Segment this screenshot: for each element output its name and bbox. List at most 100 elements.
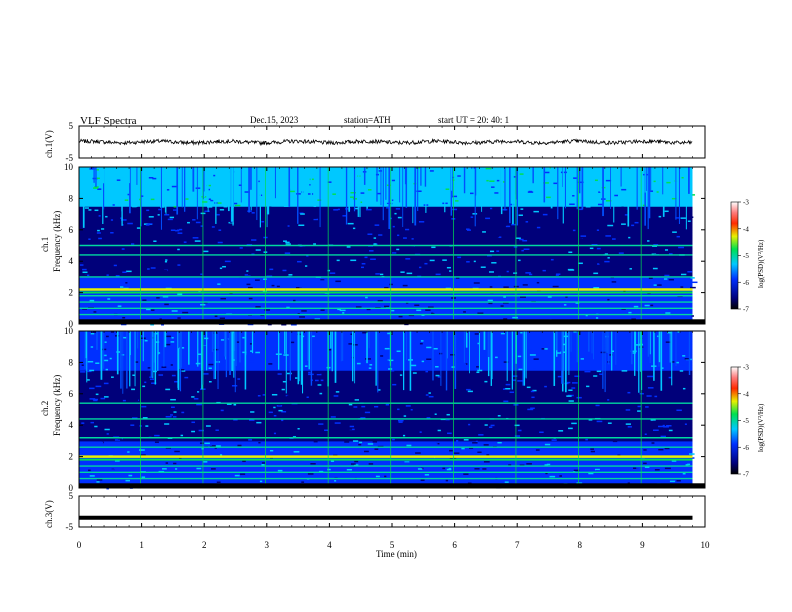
ch2-spec-speck-244 bbox=[607, 399, 610, 401]
ch2-spec-speck-259 bbox=[514, 435, 521, 437]
ch2-spec-speck-297 bbox=[533, 368, 536, 371]
ch2-spec-speck-273 bbox=[362, 344, 366, 346]
ch1-spec-speck-362 bbox=[261, 220, 265, 223]
ch1-spec-speck-475 bbox=[416, 309, 422, 312]
ch2-spec-speck-422 bbox=[249, 419, 255, 421]
ch2-spec-speck-336 bbox=[205, 425, 211, 427]
ch1-spec-speck-811 bbox=[621, 223, 626, 225]
ch2-spec-speck-799 bbox=[154, 441, 159, 444]
ch2-spec-speck-691 bbox=[456, 440, 459, 442]
ch2-spec-speck-444 bbox=[677, 449, 680, 452]
ch2-spec-speck-770 bbox=[503, 361, 509, 363]
ch2-spec-speck-504 bbox=[607, 422, 612, 424]
ch2-spec-speck-465 bbox=[447, 432, 452, 435]
ch1-spec-speck-697 bbox=[578, 238, 582, 240]
ch1-spec-speck-84 bbox=[429, 316, 435, 318]
ch1-spec-speck-61 bbox=[623, 290, 626, 293]
ch2-spec-speck-89 bbox=[599, 373, 603, 375]
ch1-spec-speck-433 bbox=[233, 202, 238, 205]
ch2-spec-speck-645 bbox=[684, 358, 690, 360]
ch2-cb-tick-label-1: -4 bbox=[743, 390, 749, 398]
ch1-spec-speck-699 bbox=[122, 271, 127, 273]
ch1-spec-speck-807 bbox=[538, 238, 544, 240]
ch2-spec-speck-75 bbox=[415, 367, 420, 369]
ch1-spec-speck-108 bbox=[219, 267, 223, 270]
ch2-spec-speck-182 bbox=[518, 368, 524, 371]
ch1-spec-speck-677 bbox=[105, 215, 108, 218]
ch1-spec-speck-187 bbox=[320, 279, 325, 281]
ch2-spec-speck-326 bbox=[666, 425, 672, 427]
ch2-spec-speck-813 bbox=[574, 375, 580, 378]
ch1-spec-speck-834 bbox=[583, 249, 586, 252]
ch1-spec-speck-428 bbox=[510, 226, 516, 228]
ch1-spec-speck-73 bbox=[138, 198, 141, 201]
ch1-spec-speck-213 bbox=[183, 209, 189, 212]
ch1-spec-speck-349 bbox=[276, 285, 280, 288]
ch1-spec-speck-177 bbox=[405, 258, 411, 260]
ch3-waveform-panel: 5-5 bbox=[66, 491, 706, 532]
ch1-spec-speck-572 bbox=[150, 323, 155, 326]
ch1-spec-speck-51 bbox=[605, 256, 608, 259]
ch1-spec-speck-857 bbox=[598, 238, 602, 240]
ch2-spec-speck-195 bbox=[178, 457, 182, 460]
ch1-spec-speck-628 bbox=[676, 235, 680, 238]
ch1-spec-speck-138 bbox=[252, 191, 255, 193]
ch1-spec-speck-842 bbox=[550, 251, 553, 253]
ch2-spec-speck-416 bbox=[173, 462, 177, 465]
ch1-spec-speck-753 bbox=[335, 280, 341, 283]
ch2-spec-speck-267 bbox=[358, 443, 362, 446]
ch1-spec-speck-130 bbox=[560, 318, 564, 320]
ch1-spec-speck-348 bbox=[512, 270, 517, 273]
ch2-spec-speck-735 bbox=[313, 440, 318, 443]
ch2-colorbar: -3-4-5-6-7 bbox=[730, 364, 749, 479]
ch1-spec-speck-629 bbox=[411, 238, 414, 240]
ch1-spec-speck-78 bbox=[345, 208, 351, 210]
ch2-spec-speck-865 bbox=[478, 434, 484, 436]
ch1-spec-speck-533 bbox=[621, 188, 627, 191]
ch1-spec-speck-36 bbox=[121, 248, 125, 250]
ch1-spec-speck-694 bbox=[442, 259, 447, 261]
ch2-spec-speck-131 bbox=[94, 425, 98, 428]
ch2-spec-speck-98 bbox=[446, 413, 450, 416]
ch1-spec-speck-285 bbox=[314, 257, 317, 260]
ch2-spec-speck-755 bbox=[544, 385, 547, 388]
ch1-spec-speck-875 bbox=[385, 203, 391, 206]
ch1-spec-speck-786 bbox=[267, 323, 272, 326]
ch2-spec-speck-358 bbox=[676, 409, 682, 412]
ch1-spec-speck-59 bbox=[288, 274, 293, 276]
ch1-spec-speck-430 bbox=[314, 318, 321, 320]
x-tick-label-2: 2 bbox=[202, 540, 207, 550]
ch1-spec-speck-620 bbox=[603, 212, 609, 214]
ch1-spec-speck-104 bbox=[506, 276, 512, 279]
ch1-spec-speck-618 bbox=[150, 198, 155, 201]
ch1-spec-speck-592 bbox=[207, 206, 213, 208]
ch1-spec-speck-281 bbox=[264, 309, 270, 311]
ch1-spec-speck-353 bbox=[269, 268, 274, 271]
ch2-spec-speck-700 bbox=[193, 398, 199, 400]
ch1-spec-speck-3 bbox=[352, 227, 356, 230]
ch1-spec-speck-119 bbox=[491, 262, 497, 264]
ch1-spec-speck-330 bbox=[563, 304, 567, 306]
ch1-spec-speck-831 bbox=[355, 306, 362, 308]
ch2-spec-speck-869 bbox=[81, 422, 85, 424]
ch2-spec-speck-284 bbox=[682, 387, 686, 390]
ch2-spec-speck-574 bbox=[103, 396, 109, 398]
ch2-spec-speck-617 bbox=[466, 388, 471, 391]
ch1-spec-speck-19 bbox=[167, 218, 173, 221]
ch2-spec-speck-427 bbox=[504, 481, 509, 483]
ch2-spec-speck-384 bbox=[512, 379, 516, 381]
ch2-spec-speck-117 bbox=[573, 373, 576, 376]
ch2-spec-speck-669 bbox=[498, 444, 502, 447]
ch1-spec-speck-111 bbox=[520, 296, 526, 298]
ch1-spec-speck-627 bbox=[427, 306, 434, 309]
ch1-spec-speck-796 bbox=[465, 246, 469, 249]
ch2-spec-speck-844 bbox=[185, 410, 189, 413]
ch2-spec-speck-39 bbox=[116, 351, 122, 353]
ch2-spec-speck-300 bbox=[308, 371, 311, 374]
ch2-spec-speck-671 bbox=[656, 433, 661, 435]
ch2-spec-speck-104 bbox=[679, 375, 686, 377]
ch2-spec-speck-348 bbox=[525, 404, 529, 406]
ch2-spec-speck-637 bbox=[319, 364, 326, 366]
ch1-spec-speck-576 bbox=[373, 237, 377, 239]
ch2-spec-ytick-label-0: 0 bbox=[69, 483, 74, 493]
